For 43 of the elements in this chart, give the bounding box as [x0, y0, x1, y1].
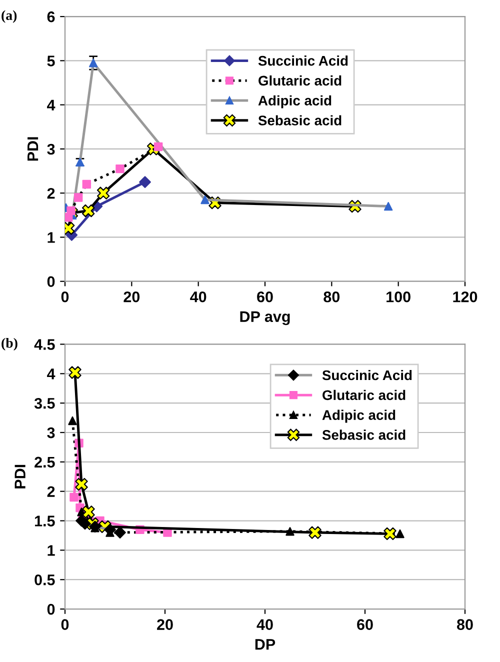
x-tick-label: 100	[386, 291, 410, 302]
y-tick-label: 2	[47, 188, 55, 199]
y-tick-label: 1	[48, 232, 55, 243]
legend-label: Sebasic acid	[322, 430, 406, 440]
y-tick-label: 4.5	[34, 339, 55, 350]
legend-label: Glutaric acid	[322, 390, 406, 400]
x-tick-label: 60	[257, 291, 273, 302]
legend-label: Glutaric acid	[258, 75, 342, 86]
y-tick-label: 3	[47, 144, 55, 155]
y-tick-label: 3	[47, 427, 55, 438]
x-tick-label: 0	[61, 619, 69, 630]
y-tick-label: 0.5	[34, 574, 55, 586]
y-tick-label: 4	[47, 100, 56, 110]
legend-label: Adipic acid	[322, 410, 396, 423]
x-tick-label: 40	[190, 291, 206, 302]
x-axis-title: DP	[255, 639, 276, 650]
x-tick-label: 20	[124, 291, 140, 302]
x-tick-label: 0	[61, 291, 69, 302]
x-tick-label: 80	[456, 619, 473, 630]
y-tick-label: 1.5	[35, 516, 55, 526]
y-tick-label: 0	[47, 276, 55, 288]
x-axis-title: DP avg	[240, 311, 290, 326]
y-tick-label: 2	[47, 486, 55, 497]
y-tick-label: 0	[47, 604, 55, 615]
legend-label: Sebasic acid	[258, 115, 342, 126]
y-tick-label: 3.5	[34, 398, 55, 409]
y-axis-title: PDI	[14, 464, 26, 488]
y-tick-label: 5	[47, 56, 55, 66]
legend-label: Adipic acid	[258, 95, 332, 108]
x-tick-label: 20	[157, 619, 173, 630]
y-axis-title: PDI	[28, 137, 38, 161]
y-tick-label: 2.5	[34, 456, 55, 468]
y-tick-label: 6	[47, 11, 55, 22]
text: (b)	[2, 338, 18, 351]
x-tick-label: 120	[453, 291, 478, 302]
x-tick-label: 60	[357, 619, 373, 630]
x-tick-label: 80	[324, 291, 340, 302]
y-tick-label: 4	[47, 368, 56, 380]
y-tick-label: 1	[48, 545, 55, 556]
legend-label: Succinic Acid	[322, 370, 412, 380]
x-tick-label: 40	[256, 619, 273, 630]
text: (a)	[2, 10, 17, 23]
legend-label: Succinic Acid	[258, 56, 348, 66]
